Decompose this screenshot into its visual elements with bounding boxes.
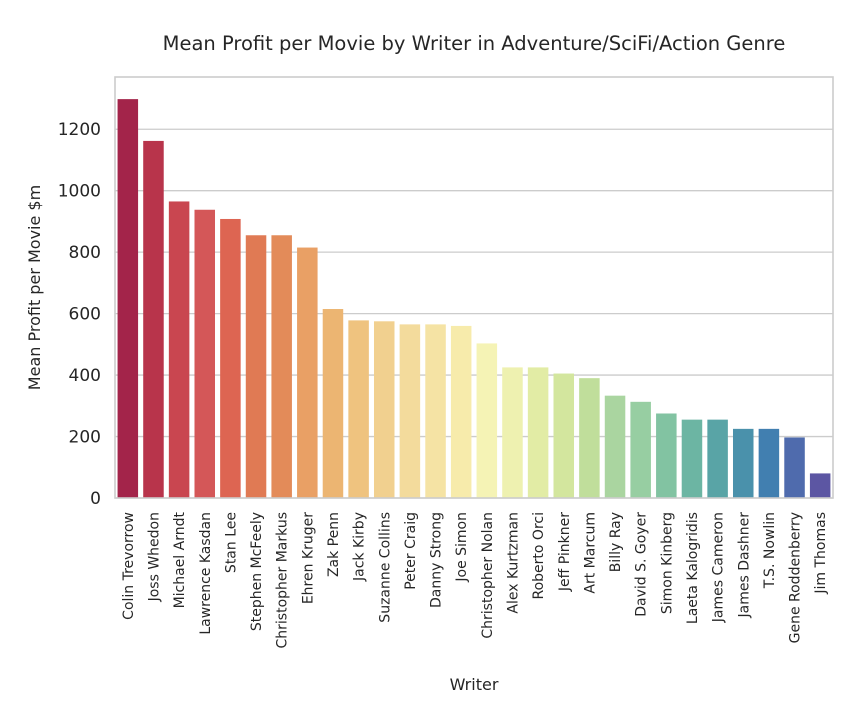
x-tick-label: Zak Penn: [326, 512, 342, 577]
plot-frame: [114, 76, 834, 499]
y-tick-label: 200: [69, 428, 101, 448]
y-tick-label: 0: [90, 489, 101, 509]
y-tick-label: 800: [69, 243, 101, 263]
x-tick-label: Stephen McFeely: [249, 512, 265, 631]
x-tick-label: Alex Kurtzman: [505, 512, 521, 614]
x-tick-labels: Colin Trevorrow Joss Whedon Michael Arndt L…: [121, 512, 829, 649]
bar: [553, 373, 575, 498]
x-tick-label: T.S. Nowlin: [762, 512, 778, 589]
x-tick-label: Ehren Kruger: [300, 512, 316, 604]
y-tick-label: 600: [69, 305, 101, 325]
x-tick-label: Michael Arndt: [172, 512, 188, 609]
bar: [373, 321, 395, 498]
bars: [117, 99, 831, 498]
y-tick-label: 1200: [58, 120, 101, 140]
y-tick-labels: 0 200 400 600 800 1000 1200: [58, 120, 101, 509]
bar: [194, 209, 216, 498]
bar: [117, 99, 139, 498]
x-tick-label: David S. Goyer: [634, 512, 650, 617]
x-tick-label: Joss Whedon: [146, 512, 162, 602]
bar: [732, 428, 754, 498]
x-tick-label: Danny Strong: [429, 512, 445, 608]
bar: [630, 401, 651, 498]
bar: [348, 320, 369, 498]
x-tick-label: James Dashner: [736, 512, 752, 619]
x-tick-label: Roberto Orci: [531, 512, 547, 599]
x-tick-label: Stan Lee: [223, 512, 239, 573]
bar: [168, 201, 190, 498]
bar: [681, 419, 703, 498]
bar: [809, 473, 831, 498]
x-tick-label: Christopher Markus: [275, 512, 291, 648]
x-tick-label: Laeta Kalogridis: [685, 512, 701, 624]
bar: [604, 395, 626, 498]
chart-title: Mean Profit per Movie by Writer in Adven…: [163, 32, 786, 55]
bar: [245, 235, 267, 498]
bar: [476, 343, 498, 498]
x-axis-label: Writer: [450, 675, 499, 694]
x-tick-label: Peter Craig: [403, 512, 419, 590]
x-tick-label: Gene Roddenberry: [788, 512, 804, 643]
bar: [297, 247, 318, 498]
bar: [450, 325, 472, 498]
x-tick-label: Colin Trevorrow: [121, 512, 137, 620]
x-tick-label: Jack Kirby: [352, 512, 368, 582]
bar: [425, 324, 446, 498]
x-tick-label: Billy Ray: [608, 512, 624, 572]
bar: [143, 140, 164, 498]
x-tick-label: Jim Thomas: [813, 512, 829, 595]
x-tick-label: Lawrence Kasdan: [198, 512, 214, 635]
bar: [758, 428, 780, 498]
bar: [399, 324, 421, 498]
bar: [656, 413, 677, 498]
bar: [784, 437, 805, 498]
bar: [707, 419, 728, 498]
y-tick-label: 1000: [58, 182, 101, 202]
bar: [579, 378, 600, 498]
x-tick-label: Suzanne Collins: [377, 512, 393, 623]
x-tick-label: Christopher Nolan: [480, 512, 496, 639]
bar: [322, 309, 344, 498]
x-tick-label: Jeff Pinkner: [557, 512, 573, 592]
y-axis-label: Mean Profit per Movie $m: [25, 185, 44, 390]
x-tick-label: Joe Simon: [454, 512, 470, 583]
x-tick-label: James Cameron: [711, 512, 727, 623]
bar: [220, 218, 241, 498]
bar: [527, 367, 549, 498]
bar: [271, 235, 292, 498]
y-tick-label: 400: [69, 366, 101, 386]
bar: [502, 367, 523, 498]
x-tick-label: Simon Kinberg: [659, 512, 675, 614]
x-tick-label: Art Marcum: [582, 512, 598, 594]
